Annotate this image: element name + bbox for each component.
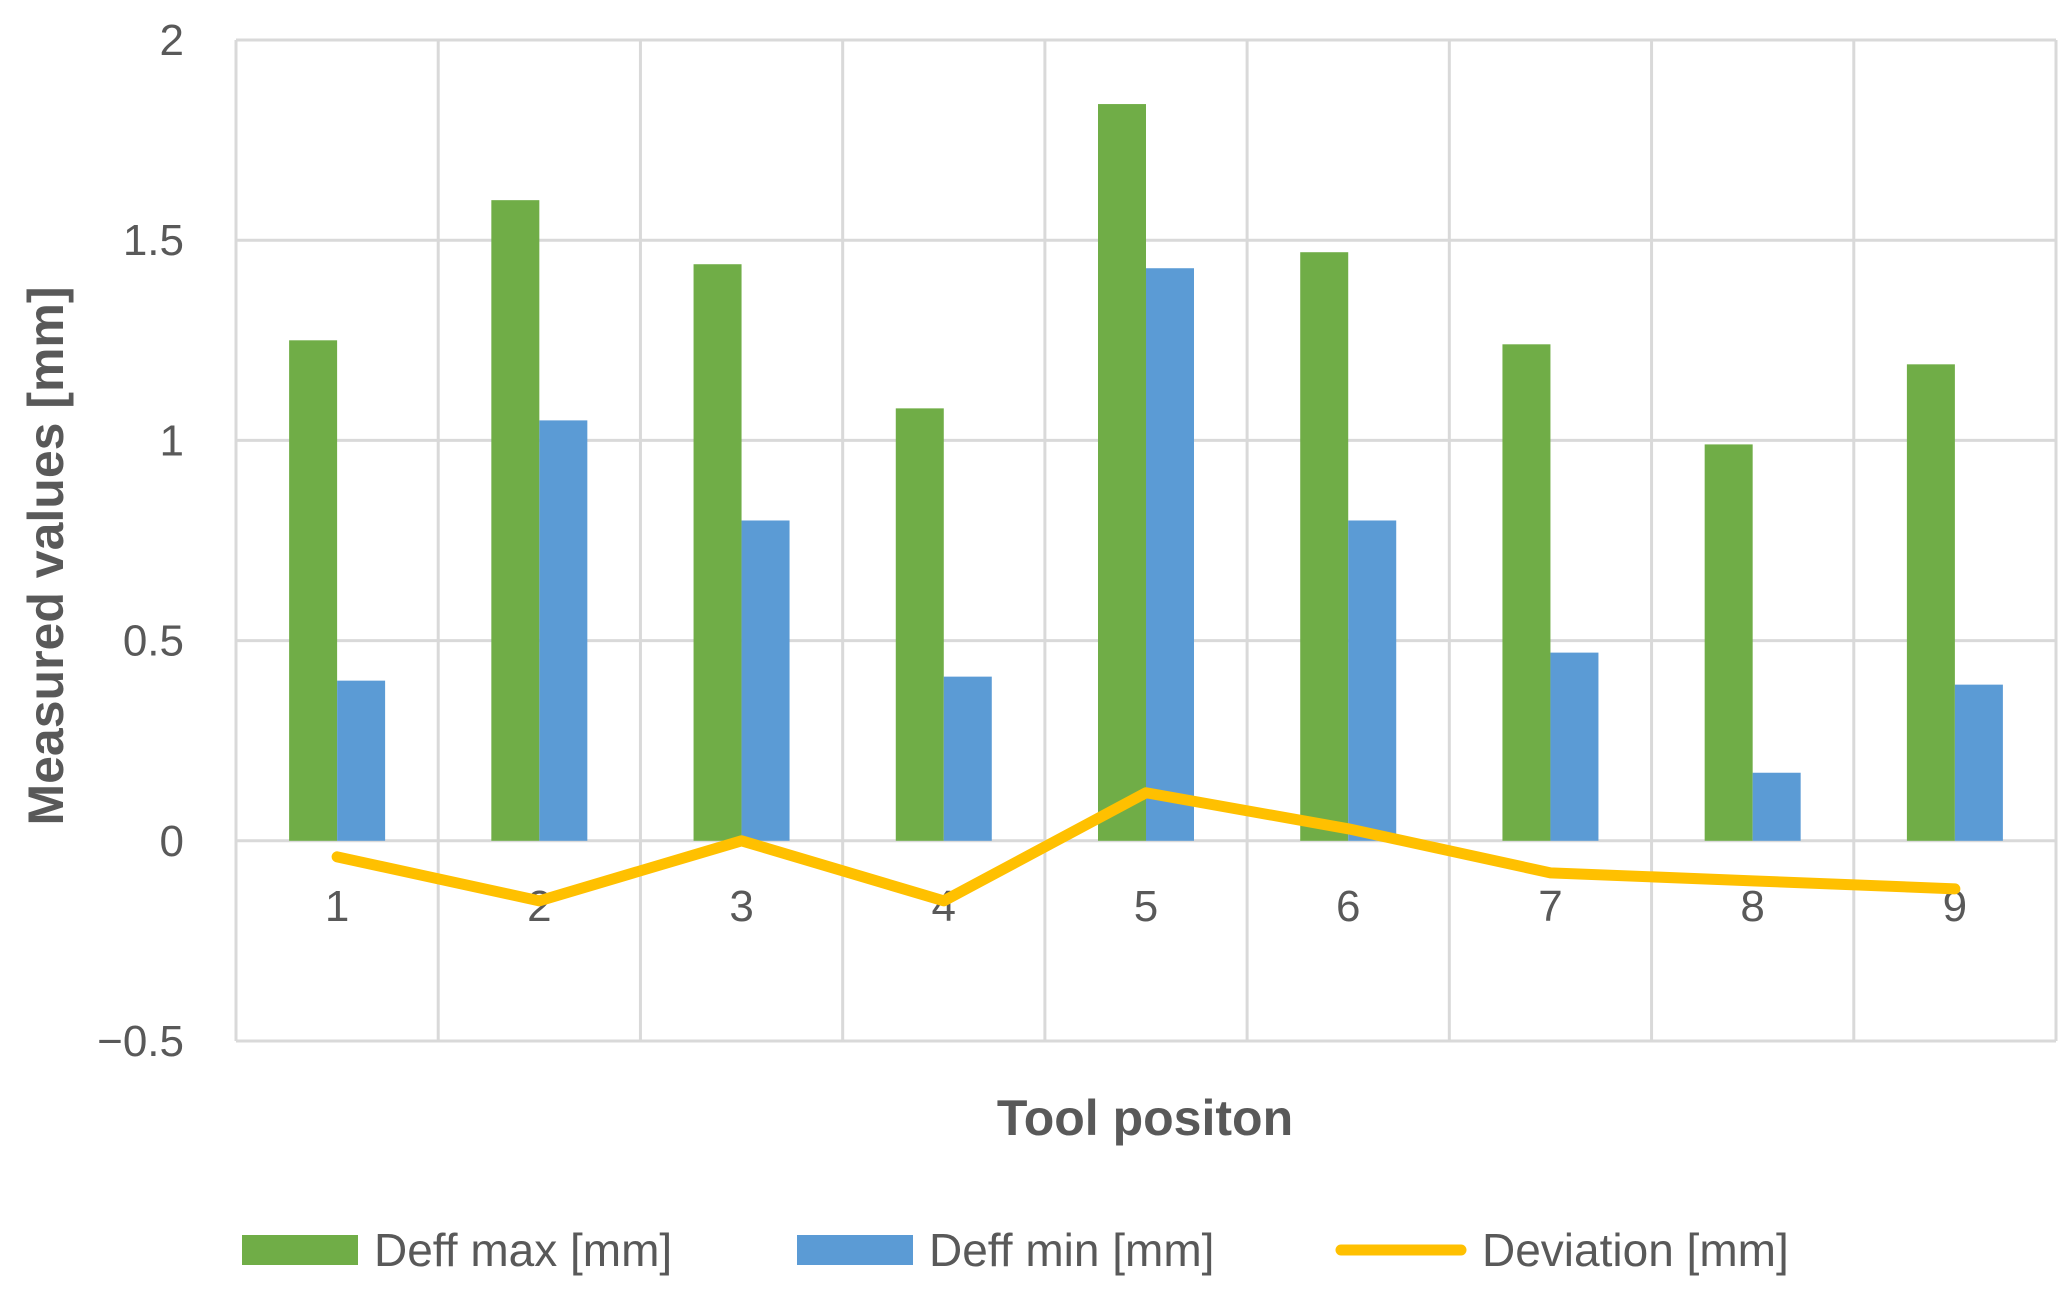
bar-deff-max-2 [491,200,540,841]
bar-deff-max-8 [1704,444,1753,841]
x-tick-label: 6 [1336,882,1360,931]
y-tick-label: 0.5 [123,617,184,666]
legend-label-deviation: Deviation [mm] [1482,1224,1789,1276]
bar-deff-min-1 [337,680,386,841]
y-tick-label: 1 [160,416,184,465]
bar-deff-min-4 [943,676,992,841]
x-tick-label: 7 [1538,882,1562,931]
bar-deff-max-9 [1906,364,1955,841]
legend-swatch-deff-min [797,1235,913,1265]
bar-deff-min-8 [1752,772,1801,841]
bar-deff-max-5 [1098,104,1146,841]
y-axis-ticks: 2 1.5 1 0.5 0 −0.5 [97,16,184,1066]
bar-deff-max-3 [693,264,742,841]
x-tick-label: 1 [325,882,349,931]
y-tick-label: −0.5 [97,1017,184,1066]
legend-swatch-deff-max [242,1235,358,1265]
bar-deff-min-5 [1146,268,1194,841]
bar-deff-min-2 [539,420,588,841]
bars [289,104,2003,841]
bar-deff-max-1 [289,340,338,841]
bar-deff-max-7 [1502,344,1551,841]
legend: Deff max [mm] Deff min [mm] Deviation [mm] [242,1224,1789,1276]
bar-deff-min-9 [1954,684,2003,841]
bar-deff-min-3 [741,520,790,841]
bar-deff-min-7 [1550,652,1599,841]
bar-deff-max-4 [895,408,944,841]
y-axis-title: Measured values [mm] [18,286,74,825]
y-tick-label: 1.5 [123,216,184,265]
x-tick-label: 5 [1134,882,1158,931]
x-tick-label: 8 [1740,882,1764,931]
deviation-line [331,787,1961,907]
bar-deff-min-6 [1348,520,1397,841]
legend-label-deff-min: Deff min [mm] [929,1224,1214,1276]
legend-label-deff-max: Deff max [mm] [374,1224,672,1276]
bar-deff-max-6 [1300,252,1349,841]
x-tick-label: 3 [729,882,753,931]
deviation-line-layer [331,787,1961,907]
x-axis-title: Tool positon [997,1090,1293,1146]
y-tick-label: 0 [160,817,184,866]
y-tick-label: 2 [160,16,184,65]
